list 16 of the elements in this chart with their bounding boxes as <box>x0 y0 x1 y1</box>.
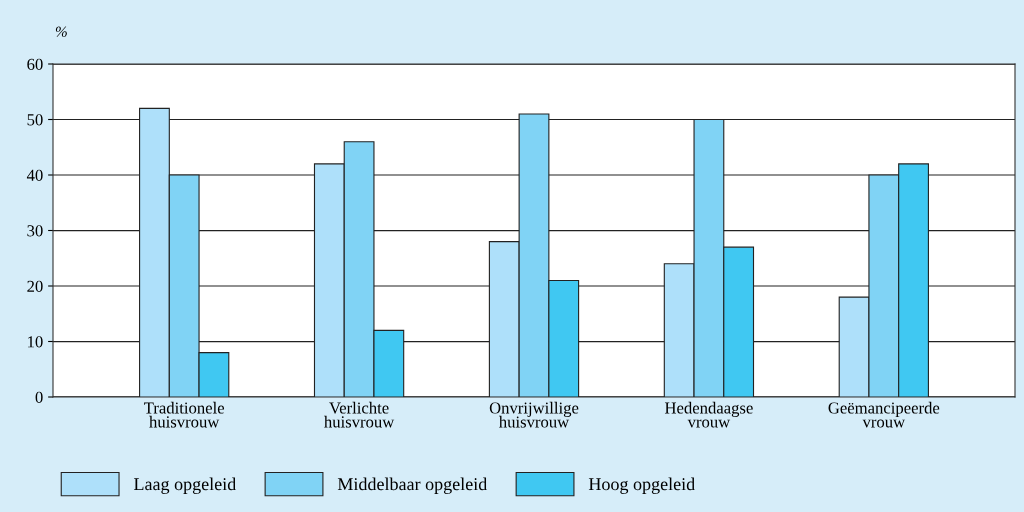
y-tick-label: 50 <box>27 114 43 126</box>
x-tick-label: Verlichte huisvrouw <box>324 401 395 428</box>
y-tick-label: 30 <box>27 225 43 237</box>
y-tick-label: 10 <box>28 336 43 348</box>
legend-label: Laag opgeleid <box>133 477 237 494</box>
x-tick-label: Onvrijwillige huisvrouw <box>489 401 579 428</box>
legend-label: Middelbaar opgeleid <box>337 477 488 494</box>
y-tick-label: 0 <box>35 391 43 403</box>
y-axis-title: % <box>55 26 67 37</box>
x-tick-label: Traditionele huisvrouw <box>144 401 225 428</box>
y-tick-label: 40 <box>26 169 43 181</box>
x-tick-label: Geëmancipeerde vrouw <box>828 401 940 428</box>
x-tick-label: Hedendaagse vrouw <box>664 401 753 428</box>
legend-label: Hoog opgeleid <box>588 477 695 494</box>
y-tick-label: 60 <box>27 58 43 70</box>
y-tick-label: 20 <box>27 280 43 292</box>
